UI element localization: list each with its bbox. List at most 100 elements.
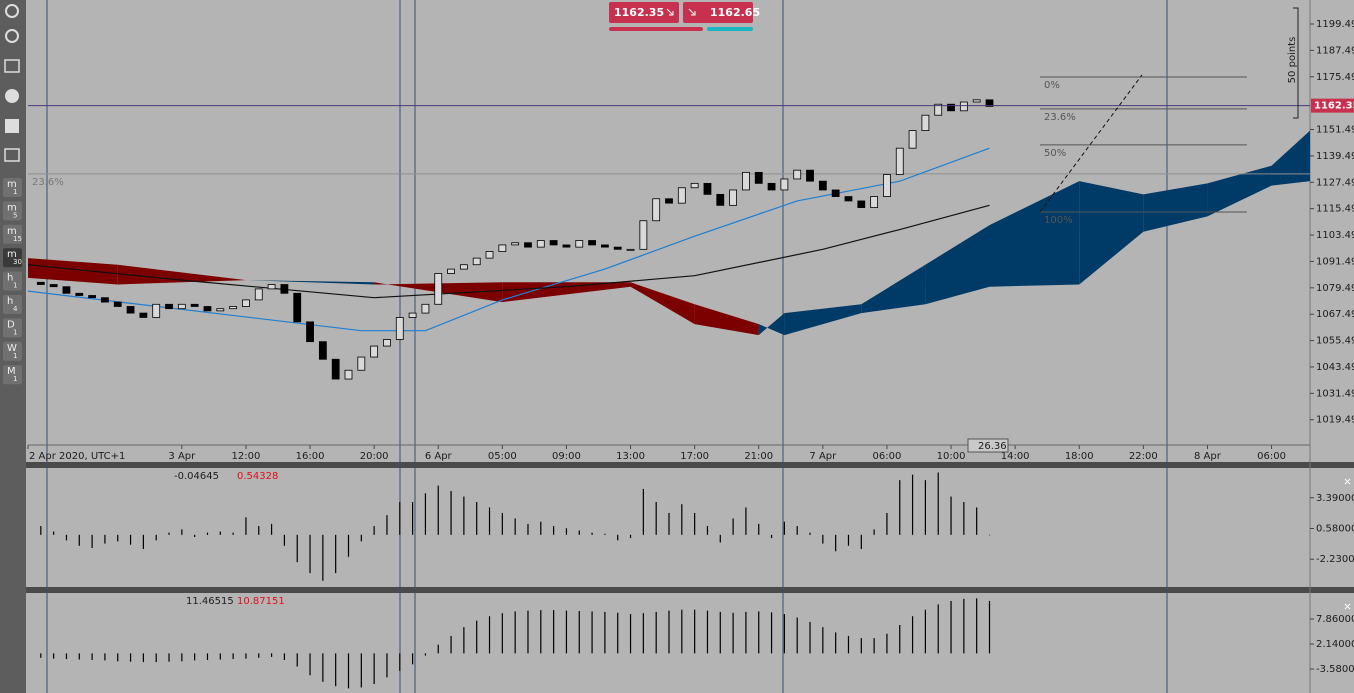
panel-separator (26, 462, 1354, 468)
histogram-bar (835, 534, 837, 552)
timeframe-unit: h (7, 273, 13, 284)
timeframe-button[interactable] (3, 318, 22, 338)
candle-body (485, 251, 494, 259)
histogram-bar (283, 534, 285, 546)
histogram-bar (873, 638, 875, 654)
histogram-bar (168, 653, 170, 662)
histogram-bar (732, 518, 734, 535)
y-tick-label: 0.58000 (1316, 523, 1354, 534)
histogram-bar (463, 627, 465, 654)
candle-body (203, 306, 212, 312)
buy-button[interactable] (683, 2, 753, 23)
cloud-segment (989, 181, 1080, 287)
histogram-bar (911, 616, 914, 654)
fib-label: 23.6% (1044, 112, 1076, 123)
settings-icon[interactable] (4, 148, 20, 162)
candle-body (75, 292, 84, 296)
candle-body (908, 130, 917, 149)
candle-body (113, 301, 122, 307)
candle-body (716, 193, 725, 206)
histogram-bar (309, 534, 311, 574)
y-tick-label: 1091.49 (1316, 256, 1354, 267)
close-icon[interactable] (1344, 603, 1351, 610)
cloud-segment (1079, 181, 1144, 285)
cloud-segment (758, 313, 785, 336)
histogram-bar (65, 534, 68, 541)
templates-icon[interactable] (5, 119, 19, 133)
cloud-segment (117, 264, 246, 285)
histogram-bar (527, 610, 529, 654)
histogram-bar (296, 653, 298, 667)
histogram-bar (104, 534, 106, 544)
y-tick-label: 1067.49 (1316, 309, 1354, 320)
candle-body (434, 273, 443, 305)
timeframe-button[interactable] (3, 295, 22, 314)
share-icon[interactable] (5, 89, 19, 103)
candle-body (665, 198, 673, 204)
histogram-bar (270, 653, 273, 657)
histogram-bar (642, 613, 644, 654)
histogram-bar (783, 521, 785, 535)
timeframe-button[interactable] (3, 224, 22, 244)
x-tick-label: 6 Apr (425, 451, 453, 462)
candle-body (767, 182, 776, 191)
histogram-bar (783, 614, 785, 654)
timeframe-unit: m (7, 226, 17, 237)
x-tick-label: 06:00 (873, 451, 902, 462)
histogram-bar (412, 502, 414, 535)
histogram-bar (501, 512, 503, 535)
timeframe-button[interactable] (3, 248, 22, 268)
candle-body (267, 284, 276, 290)
histogram-bar (283, 653, 285, 660)
indicators-icon[interactable] (4, 59, 20, 73)
candle-body (818, 180, 827, 191)
candle-body (524, 242, 532, 248)
zoom-in-icon[interactable] (5, 4, 19, 18)
timeframe-button[interactable] (3, 341, 22, 361)
histogram-bar (873, 529, 875, 535)
fib-label: 0% (1044, 80, 1060, 91)
histogram-bar (809, 621, 811, 654)
y-tick-label: 1175.49 (1316, 72, 1354, 83)
x-tick-label: 3 Apr (168, 451, 196, 462)
x-tick-label: 06:00 (1257, 451, 1286, 462)
y-tick-label: 2.14000 (1316, 639, 1354, 650)
sell-button[interactable] (609, 2, 679, 23)
timeframe-count: 1 (13, 352, 17, 360)
histogram-bar (899, 480, 901, 535)
timeframe-button[interactable] (3, 178, 22, 197)
histogram-bar (514, 518, 516, 535)
histogram-bar (437, 644, 439, 654)
timeframe-button[interactable] (3, 201, 22, 221)
candle-body (562, 244, 571, 248)
timeframe-button[interactable] (3, 365, 22, 385)
histogram-bar (847, 534, 850, 546)
histogram-bar (373, 653, 375, 684)
candle-body (408, 312, 417, 318)
panel-close (1344, 478, 1351, 610)
timeframe-button[interactable] (3, 271, 22, 291)
candle-body (831, 189, 840, 197)
indicator-line (27, 147, 990, 332)
candle-body (331, 358, 340, 380)
close-icon[interactable] (1344, 478, 1351, 485)
cloud-segment (245, 280, 375, 285)
histogram-bar (822, 534, 824, 544)
candle-body (588, 240, 596, 246)
histogram-bar (655, 502, 657, 535)
timeframe-count: 1 (13, 375, 17, 383)
histogram-bar (629, 614, 632, 654)
histogram-bar (424, 653, 427, 656)
histogram-bar (488, 616, 491, 654)
histogram-bar (347, 653, 350, 689)
histogram-bar (540, 610, 542, 654)
candle-body (472, 257, 481, 266)
candle-body (344, 369, 353, 380)
zoom-out-icon[interactable] (5, 29, 19, 43)
candle-body (652, 198, 661, 222)
candle-body (972, 99, 981, 103)
histogram-bar (129, 653, 132, 662)
x-tick-label: 17:00 (680, 451, 709, 462)
candle-body (152, 303, 161, 318)
y-tick-label: 1199.49 (1316, 19, 1354, 30)
